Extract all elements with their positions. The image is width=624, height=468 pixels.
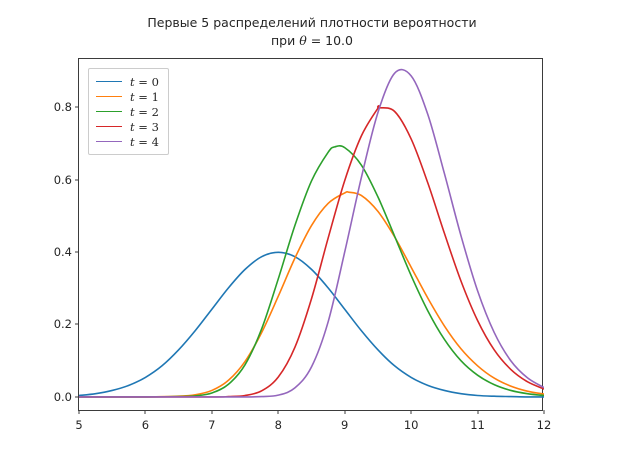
series-line-1	[79, 190, 544, 398]
x-tick-label: 7	[208, 418, 216, 432]
legend-value-2: = 2	[134, 104, 159, 119]
x-tick-label: 9	[341, 418, 349, 432]
y-tick-mark	[75, 251, 79, 253]
chart-title-line2-prefix: при	[270, 33, 300, 48]
x-tick-mark	[277, 410, 279, 414]
legend-swatch-2	[96, 111, 122, 112]
chart-title-line1: Первые 5 распределений плотности вероятн…	[147, 15, 477, 30]
x-tick-mark	[144, 410, 146, 414]
legend-var-3: t	[130, 119, 135, 134]
x-tick-mark	[344, 410, 346, 414]
y-tick-label: 0.2	[53, 317, 72, 332]
legend-var-2: t	[130, 104, 135, 119]
theta-symbol: θ	[299, 33, 307, 48]
legend-label-4: t = 4	[130, 135, 159, 149]
legend-swatch-4	[96, 141, 122, 142]
legend-value-3: = 3	[134, 119, 159, 134]
y-tick-label: 0.6	[53, 172, 72, 187]
x-tick-label: 6	[141, 418, 150, 432]
chart-title: Первые 5 распределений плотности вероятн…	[0, 14, 624, 50]
chart-title-line2-suffix: = 10.0	[306, 33, 353, 48]
y-tick-mark	[75, 106, 79, 108]
legend-label-3: t = 3	[130, 120, 159, 134]
legend-item-1[interactable]: t = 1	[96, 89, 159, 104]
legend-item-2[interactable]: t = 2	[96, 104, 159, 119]
legend-var-0: t	[130, 74, 135, 89]
x-tick-mark	[477, 410, 479, 414]
legend-value-4: = 4	[134, 134, 159, 149]
legend-swatch-3	[96, 126, 122, 127]
x-tick-label: 12	[536, 418, 552, 432]
x-tick-mark	[410, 410, 412, 414]
legend-label-0: t = 0	[130, 75, 159, 89]
y-tick-label: 0.0	[53, 389, 72, 404]
x-tick-label: 10	[403, 418, 419, 432]
legend-item-0[interactable]: t = 0	[96, 74, 159, 89]
y-tick-label: 0.8	[53, 100, 72, 115]
legend-item-3[interactable]: t = 3	[96, 119, 159, 134]
legend-label-2: t = 2	[130, 105, 159, 119]
legend-var-1: t	[130, 89, 135, 104]
y-tick-mark	[75, 179, 79, 180]
x-tick-label: 11	[470, 418, 485, 432]
plot-lines	[79, 68, 544, 398]
legend-value-1: = 1	[134, 89, 159, 104]
x-tick-label: 5	[75, 418, 83, 432]
x-tick-mark	[78, 410, 80, 414]
y-tick-label: 0.4	[53, 244, 72, 259]
legend-value-0: = 0	[134, 74, 159, 89]
x-tick-label: 8	[274, 418, 282, 432]
series-line-0	[79, 251, 544, 398]
y-tick-mark	[75, 396, 79, 398]
legend-swatch-0	[96, 81, 122, 82]
legend-var-4: t	[130, 134, 135, 149]
legend-swatch-1	[96, 96, 122, 97]
x-tick-mark	[211, 410, 213, 414]
y-tick-mark	[75, 323, 79, 325]
legend-item-4[interactable]: t = 4	[96, 134, 159, 149]
legend-label-1: t = 1	[130, 90, 159, 104]
series-line-3	[79, 104, 544, 398]
series-line-2	[79, 145, 544, 398]
x-tick-mark	[543, 410, 545, 414]
series-line-4	[79, 68, 544, 398]
